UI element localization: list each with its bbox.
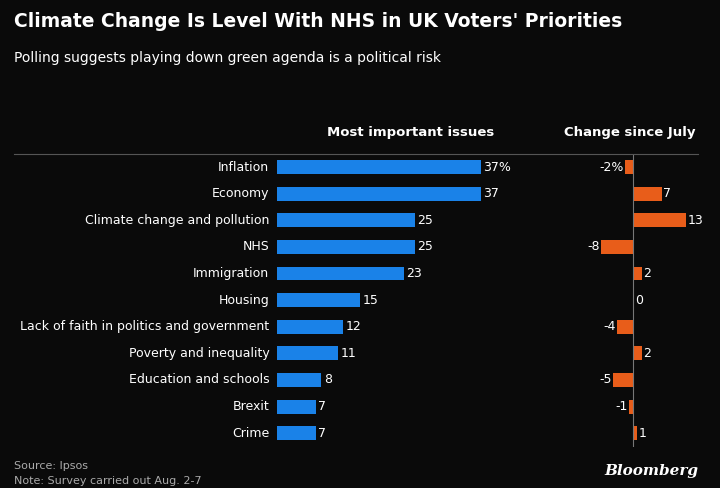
- Text: Housing: Housing: [219, 294, 269, 306]
- Bar: [617, 320, 634, 334]
- Text: 25: 25: [418, 241, 433, 253]
- Bar: [277, 266, 404, 281]
- Bar: [277, 293, 360, 307]
- Text: NHS: NHS: [243, 241, 269, 253]
- Text: Brexit: Brexit: [233, 400, 269, 413]
- Bar: [277, 213, 415, 227]
- Text: Polling suggests playing down green agenda is a political risk: Polling suggests playing down green agen…: [14, 51, 441, 65]
- Text: -5: -5: [600, 373, 612, 386]
- Text: 37%: 37%: [483, 161, 511, 174]
- Text: 23: 23: [406, 267, 422, 280]
- Bar: [277, 240, 415, 254]
- Bar: [277, 427, 315, 440]
- Text: Climate Change Is Level With NHS in UK Voters' Priorities: Climate Change Is Level With NHS in UK V…: [14, 12, 623, 31]
- Text: 2: 2: [643, 267, 651, 280]
- Text: Most important issues: Most important issues: [327, 126, 494, 139]
- Text: 0: 0: [636, 294, 644, 306]
- Text: 7: 7: [663, 187, 671, 200]
- Text: Climate change and pollution: Climate change and pollution: [85, 214, 269, 227]
- Text: 7: 7: [318, 427, 326, 440]
- Text: -2%: -2%: [600, 161, 624, 174]
- Text: -1: -1: [616, 400, 628, 413]
- Text: 8: 8: [324, 373, 332, 386]
- Text: Poverty and inequality: Poverty and inequality: [129, 347, 269, 360]
- Text: 12: 12: [346, 320, 361, 333]
- Text: Change since July: Change since July: [564, 126, 696, 139]
- Text: 15: 15: [362, 294, 378, 306]
- Bar: [629, 400, 634, 413]
- Bar: [601, 240, 634, 254]
- Bar: [277, 160, 481, 174]
- Text: 7: 7: [318, 400, 326, 413]
- Text: Note: Survey carried out Aug. 2-7: Note: Survey carried out Aug. 2-7: [14, 476, 202, 486]
- Text: Crime: Crime: [232, 427, 269, 440]
- Text: 25: 25: [418, 214, 433, 227]
- Text: 1: 1: [639, 427, 647, 440]
- Text: Bloomberg: Bloomberg: [604, 464, 698, 478]
- Text: Economy: Economy: [212, 187, 269, 200]
- Text: -8: -8: [588, 241, 600, 253]
- Text: -4: -4: [603, 320, 616, 333]
- Text: 37: 37: [483, 187, 499, 200]
- Bar: [634, 213, 686, 227]
- Text: Lack of faith in politics and government: Lack of faith in politics and government: [20, 320, 269, 333]
- Bar: [277, 373, 321, 387]
- Text: 11: 11: [341, 347, 356, 360]
- Bar: [613, 373, 634, 387]
- Bar: [634, 187, 662, 201]
- Text: 13: 13: [688, 214, 703, 227]
- Bar: [634, 427, 637, 440]
- Bar: [277, 346, 338, 360]
- Text: Inflation: Inflation: [218, 161, 269, 174]
- Bar: [277, 400, 315, 413]
- Bar: [277, 320, 343, 334]
- Bar: [277, 187, 481, 201]
- Text: Immigration: Immigration: [193, 267, 269, 280]
- Text: Education and schools: Education and schools: [129, 373, 269, 386]
- Bar: [625, 160, 634, 174]
- Text: 2: 2: [643, 347, 651, 360]
- Bar: [634, 346, 642, 360]
- Bar: [634, 266, 642, 281]
- Text: Source: Ipsos: Source: Ipsos: [14, 461, 89, 471]
